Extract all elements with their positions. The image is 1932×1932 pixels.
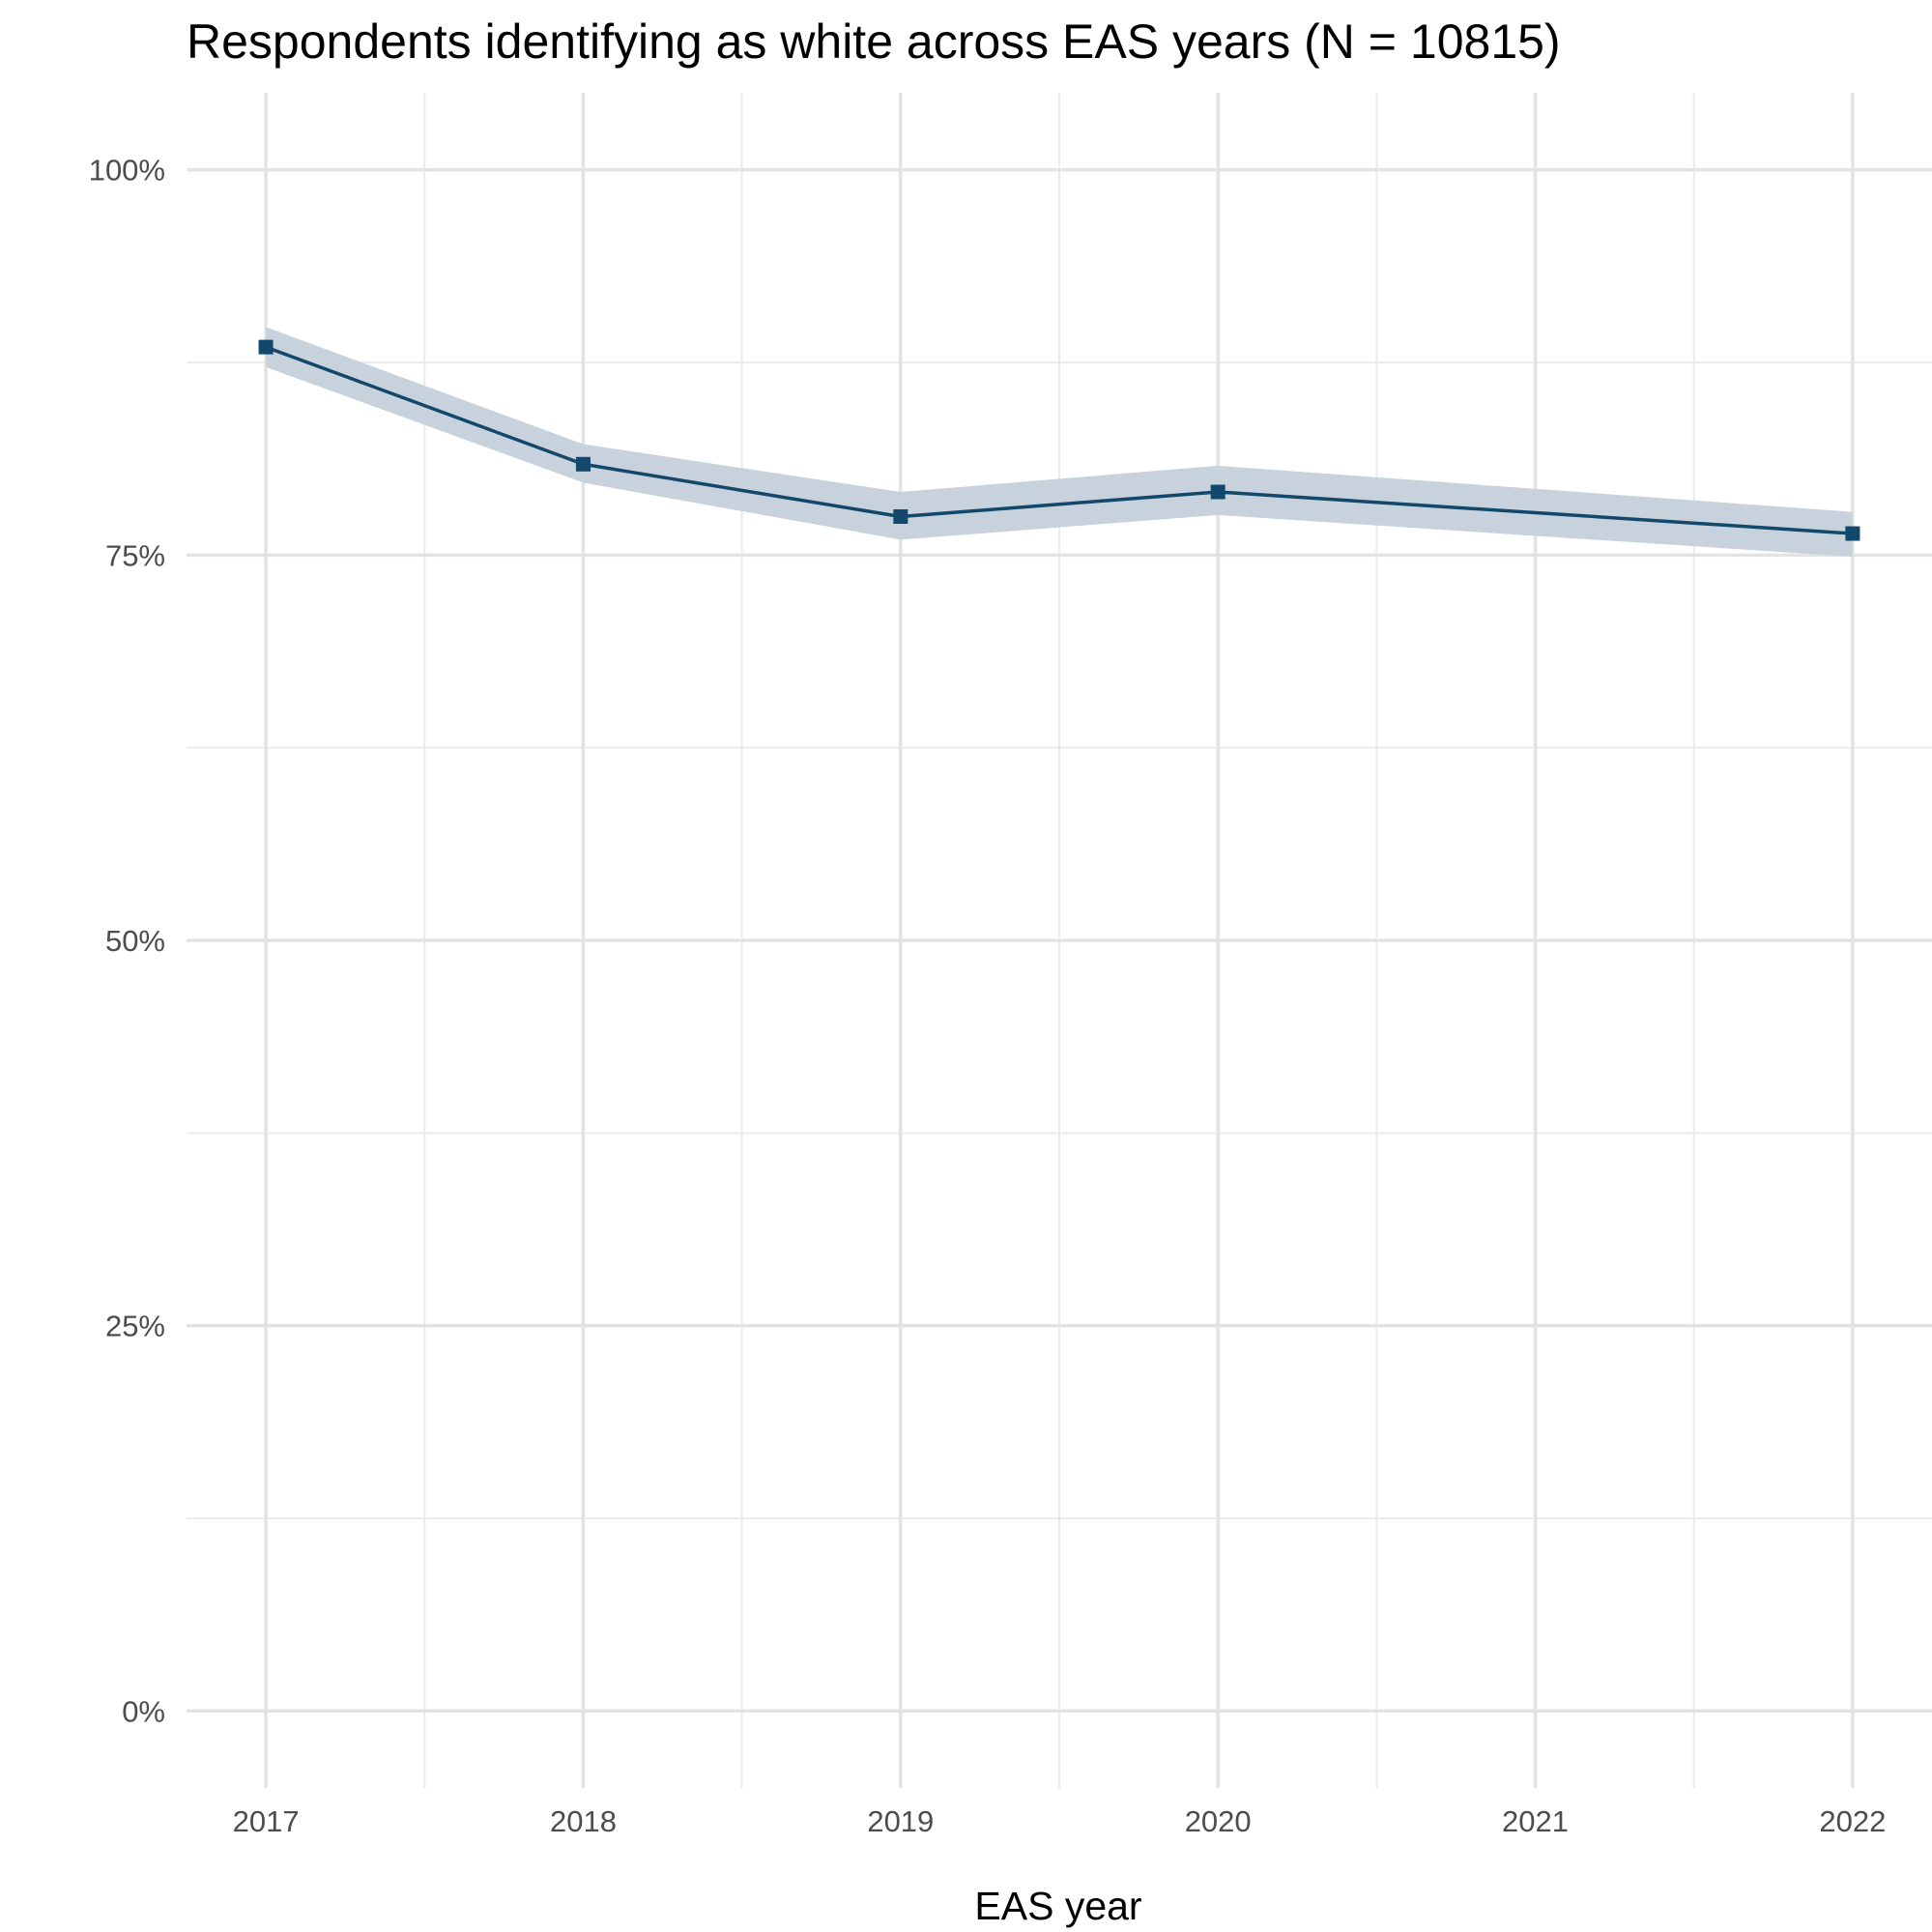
- y-tick-label: 50%: [105, 924, 165, 958]
- confidence-ribbon: [266, 327, 1853, 557]
- x-axis-title: EAS year: [974, 1884, 1141, 1928]
- major-grid: [187, 93, 1932, 1788]
- data-point-marker: [575, 456, 591, 472]
- x-tick-label: 2022: [1819, 1804, 1886, 1838]
- x-tick-label: 2020: [1185, 1804, 1252, 1838]
- y-tick-label: 0%: [122, 1694, 165, 1728]
- y-tick-label: 25%: [105, 1310, 165, 1343]
- x-tick-label: 2017: [233, 1804, 300, 1838]
- data-point-marker: [1845, 526, 1860, 541]
- x-tick-labels: 2017 2018 2019 2020 2021 2022: [233, 1804, 1887, 1838]
- x-tick-label: 2019: [867, 1804, 934, 1838]
- x-tick-label: 2018: [550, 1804, 617, 1838]
- data-point-marker: [258, 339, 274, 355]
- y-tick-label: 75%: [105, 538, 165, 572]
- data-point-marker: [893, 509, 908, 524]
- confidence-band: [266, 327, 1853, 557]
- data-point-marker: [1210, 484, 1226, 500]
- y-tick-labels: 0% 25% 50% 75% 100%: [89, 154, 165, 1729]
- chart-title: Respondents identifying as white across …: [187, 14, 1561, 69]
- x-tick-label: 2021: [1502, 1804, 1569, 1838]
- series-points: [258, 339, 1860, 541]
- y-tick-label: 100%: [89, 154, 165, 187]
